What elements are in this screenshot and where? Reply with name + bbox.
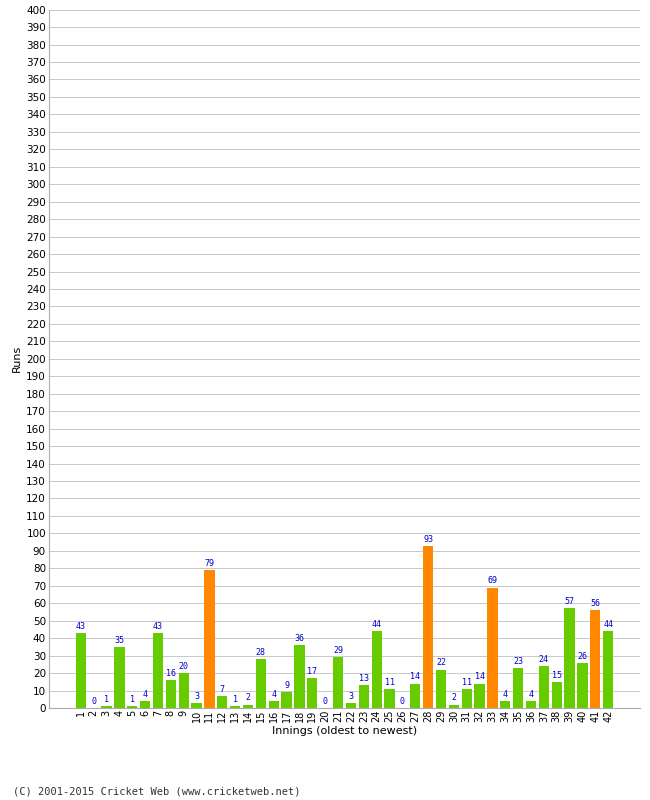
- Text: 26: 26: [577, 651, 588, 661]
- Text: 20: 20: [179, 662, 188, 671]
- Bar: [359, 686, 369, 708]
- Text: 7: 7: [220, 685, 225, 694]
- Bar: [127, 706, 137, 708]
- Text: 93: 93: [423, 534, 433, 543]
- Text: 43: 43: [76, 622, 86, 631]
- Text: 2: 2: [451, 694, 456, 702]
- Bar: [384, 689, 395, 708]
- Text: 56: 56: [590, 599, 601, 608]
- Text: 2: 2: [246, 694, 250, 702]
- Bar: [140, 701, 150, 708]
- X-axis label: Innings (oldest to newest): Innings (oldest to newest): [272, 726, 417, 736]
- Text: (C) 2001-2015 Cricket Web (www.cricketweb.net): (C) 2001-2015 Cricket Web (www.cricketwe…: [13, 786, 300, 796]
- Bar: [114, 647, 125, 708]
- Text: 14: 14: [474, 673, 485, 682]
- Bar: [346, 702, 356, 708]
- Bar: [294, 645, 305, 708]
- Text: 4: 4: [271, 690, 276, 699]
- Bar: [513, 668, 523, 708]
- Text: 23: 23: [513, 657, 523, 666]
- Bar: [474, 683, 485, 708]
- Text: 22: 22: [436, 658, 446, 667]
- Bar: [564, 609, 575, 708]
- Bar: [268, 701, 279, 708]
- Text: 0: 0: [400, 697, 405, 706]
- Bar: [462, 689, 472, 708]
- Bar: [603, 631, 614, 708]
- Bar: [526, 701, 536, 708]
- Bar: [552, 682, 562, 708]
- Bar: [423, 546, 434, 708]
- Text: 1: 1: [233, 695, 238, 704]
- Text: 69: 69: [488, 577, 497, 586]
- Text: 15: 15: [552, 670, 562, 680]
- Bar: [307, 678, 317, 708]
- Text: 1: 1: [104, 695, 109, 704]
- Text: 11: 11: [385, 678, 395, 686]
- Bar: [75, 633, 86, 708]
- Text: 4: 4: [503, 690, 508, 699]
- Text: 35: 35: [114, 636, 124, 645]
- Text: 36: 36: [294, 634, 304, 643]
- Text: 29: 29: [333, 646, 343, 655]
- Y-axis label: Runs: Runs: [12, 345, 22, 373]
- Bar: [166, 680, 176, 708]
- Text: 43: 43: [153, 622, 163, 631]
- Text: 0: 0: [91, 697, 96, 706]
- Text: 3: 3: [194, 692, 199, 701]
- Bar: [410, 683, 421, 708]
- Text: 24: 24: [539, 655, 549, 664]
- Bar: [281, 692, 292, 708]
- Text: 44: 44: [372, 620, 382, 629]
- Text: 4: 4: [142, 690, 148, 699]
- Bar: [590, 610, 601, 708]
- Text: 28: 28: [256, 648, 266, 657]
- Text: 13: 13: [359, 674, 369, 683]
- Text: 0: 0: [322, 697, 328, 706]
- Bar: [448, 705, 459, 708]
- Bar: [204, 570, 214, 708]
- Text: 4: 4: [528, 690, 534, 699]
- Bar: [333, 658, 343, 708]
- Text: 57: 57: [565, 598, 575, 606]
- Text: 1: 1: [130, 695, 135, 704]
- Bar: [153, 633, 163, 708]
- Bar: [179, 673, 189, 708]
- Bar: [436, 670, 446, 708]
- Bar: [217, 696, 228, 708]
- Bar: [372, 631, 382, 708]
- Bar: [230, 706, 240, 708]
- Text: 44: 44: [603, 620, 613, 629]
- Text: 16: 16: [166, 669, 176, 678]
- Bar: [191, 702, 202, 708]
- Text: 11: 11: [462, 678, 472, 686]
- Text: 3: 3: [348, 692, 354, 701]
- Bar: [500, 701, 510, 708]
- Bar: [577, 662, 588, 708]
- Text: 9: 9: [284, 681, 289, 690]
- Bar: [255, 659, 266, 708]
- Text: 17: 17: [307, 667, 317, 676]
- Text: 14: 14: [410, 673, 421, 682]
- Bar: [539, 666, 549, 708]
- Bar: [243, 705, 253, 708]
- Bar: [101, 706, 112, 708]
- Bar: [488, 587, 498, 708]
- Text: 79: 79: [204, 559, 214, 568]
